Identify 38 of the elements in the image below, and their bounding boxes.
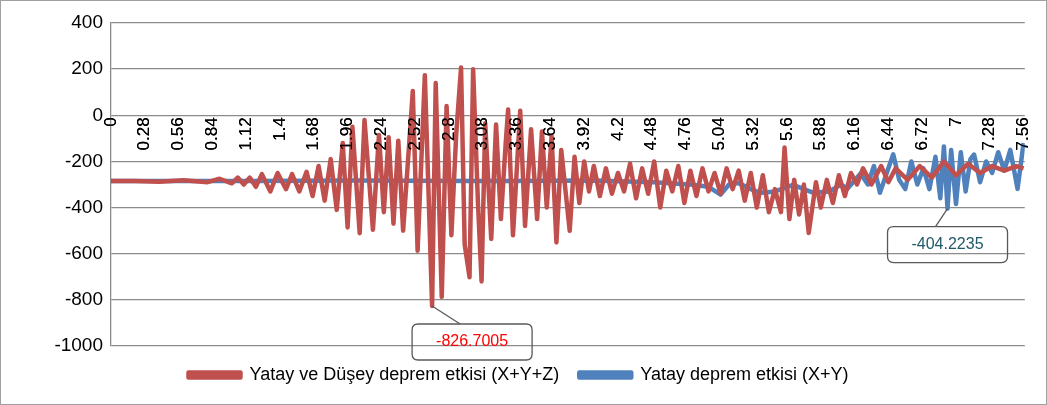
x-tick-label: 3.92 [573, 117, 593, 151]
x-tick-label: 0.84 [202, 117, 222, 151]
x-tick-label: 1.68 [303, 117, 323, 151]
x-tick-label: 1.12 [235, 117, 255, 151]
x-tick-label: 7.28 [979, 117, 999, 151]
x-tick-label: 6.16 [844, 117, 864, 151]
annotation: -826.7005 [436, 332, 509, 350]
x-tick-label: 1.96 [337, 117, 357, 151]
x-tick-label: 5.04 [709, 117, 729, 151]
legend-label: Yatay ve Düşey deprem etkisi (X+Y+Z) [249, 363, 560, 384]
x-tick-label: 6.72 [911, 117, 931, 151]
annotation: -404.2235 [911, 234, 984, 252]
y-tick-label: 400 [71, 11, 103, 33]
x-tick-label: 3.64 [540, 117, 560, 151]
x-tick-label: 2.24 [371, 117, 391, 151]
x-tick-label: 4.2 [607, 117, 627, 141]
y-tick-label: -200 [64, 149, 103, 171]
x-tick-label: 0.56 [168, 117, 188, 151]
x-tick-label: 3.36 [506, 117, 526, 151]
legend-label: Yatay deprem etkisi (X+Y) [640, 363, 849, 384]
y-tick-label: -800 [64, 288, 103, 310]
x-tick-label: 4.48 [641, 117, 661, 151]
y-tick-label: -600 [64, 241, 103, 263]
x-tick-label: 0.28 [134, 117, 154, 151]
x-tick-label: 6.44 [878, 117, 898, 151]
x-tick-label: 5.32 [742, 117, 762, 151]
x-tick-label: 2.52 [404, 117, 424, 151]
x-tick-label: 5.6 [776, 117, 796, 141]
x-tick-label: 7 [945, 117, 965, 127]
x-tick-label: 4.76 [675, 117, 695, 151]
x-tick-label: 1.4 [269, 117, 289, 141]
y-tick-label: -1000 [54, 334, 103, 356]
x-tick-label: 7.56 [1013, 117, 1033, 151]
y-tick-label: 200 [71, 57, 103, 79]
x-tick-label: 5.88 [810, 117, 830, 151]
x-tick-label: 3.08 [472, 117, 492, 151]
x-tick-label: 2.8 [438, 117, 458, 141]
y-tick-label: -400 [64, 195, 103, 217]
